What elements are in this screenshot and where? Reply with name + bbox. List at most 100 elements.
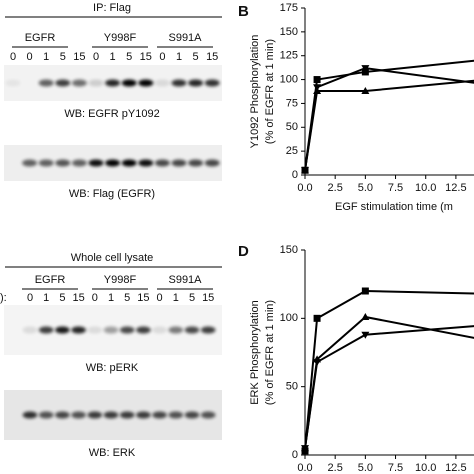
band <box>55 326 70 334</box>
time-label: 1 <box>176 51 182 63</box>
time-label: 1 <box>173 292 179 304</box>
band <box>136 411 151 419</box>
band <box>171 159 187 167</box>
time-label: 1 <box>43 292 49 304</box>
time-label: 5 <box>126 51 132 63</box>
group-label: EGFR <box>35 274 66 286</box>
band <box>200 326 216 334</box>
y-axis-label: (% of EGFR at 1 min) <box>264 300 276 405</box>
panel-label: D <box>238 243 249 260</box>
band <box>152 326 167 334</box>
ip-title: IP: Flag <box>93 2 131 14</box>
y-tick-label: 150 <box>280 26 298 38</box>
band <box>184 326 200 334</box>
y-tick-label: 0 <box>292 449 298 461</box>
group-label: S991A <box>168 32 202 44</box>
time-label: 15 <box>137 292 149 304</box>
y-axis-label: ERK Phosphorylation <box>249 300 261 405</box>
time-label: ): <box>0 292 7 304</box>
band <box>38 159 54 167</box>
x-tick-label: 7.5 <box>388 462 403 474</box>
band <box>154 159 170 167</box>
blot-label: WB: EGFR pY1092 <box>64 108 159 120</box>
time-label: 15 <box>202 292 214 304</box>
time-label: 0 <box>27 292 33 304</box>
marker <box>313 76 321 84</box>
marker <box>361 331 370 339</box>
marker <box>313 314 321 322</box>
band <box>87 411 103 419</box>
group-label: EGFR <box>25 32 56 44</box>
band <box>88 79 104 87</box>
y-tick-label: 175 <box>280 2 298 14</box>
group-label: S991A <box>168 274 202 286</box>
x-tick-label: 7.5 <box>388 182 403 194</box>
y-tick-label: 150 <box>280 244 298 256</box>
y-tick-label: 125 <box>280 50 298 62</box>
band <box>5 79 21 87</box>
band <box>71 411 86 419</box>
band <box>38 411 54 419</box>
series-line <box>304 315 474 449</box>
band <box>103 411 119 419</box>
time-label: 15 <box>73 51 85 63</box>
band <box>88 159 104 167</box>
x-tick-label: 0.0 <box>297 182 312 194</box>
plot <box>301 59 474 175</box>
band <box>38 79 54 87</box>
time-label: 0 <box>92 292 98 304</box>
time-label: 5 <box>193 51 199 63</box>
band <box>121 159 137 167</box>
band <box>138 79 154 87</box>
time-label: 5 <box>59 292 65 304</box>
band <box>22 159 38 167</box>
band <box>22 411 38 419</box>
x-axis-label: EGF stimulation time (m <box>335 201 453 213</box>
y-tick-label: 0 <box>292 169 298 181</box>
band <box>188 79 204 87</box>
blot-label: WB: Flag (EGFR) <box>69 188 155 200</box>
band <box>121 79 137 87</box>
band <box>38 326 54 334</box>
band <box>204 159 220 167</box>
y-tick-label: 25 <box>286 145 298 157</box>
band <box>87 326 103 334</box>
y-tick-label: 50 <box>286 381 298 393</box>
band <box>71 79 87 87</box>
x-tick-label: 10.0 <box>415 462 436 474</box>
blot-label: WB: ERK <box>89 447 136 459</box>
band <box>184 411 200 419</box>
group-label: Y998F <box>104 274 137 286</box>
band <box>55 79 71 87</box>
time-label: 0 <box>93 51 99 63</box>
time-label: 5 <box>60 51 66 63</box>
series-line <box>304 59 474 171</box>
band <box>171 79 187 87</box>
band <box>152 411 167 419</box>
marker <box>361 312 370 320</box>
marker <box>313 359 322 367</box>
time-label: 15 <box>206 51 218 63</box>
band <box>200 411 216 419</box>
x-tick-label: 12.5 <box>445 182 466 194</box>
time-label: 0 <box>159 51 165 63</box>
x-tick-label: 5.0 <box>358 182 373 194</box>
lysate-title: Whole cell lysate <box>71 252 154 264</box>
band <box>103 326 119 334</box>
series-line <box>304 289 474 451</box>
series-line <box>304 67 474 171</box>
y-axis-label: Y1092 Phosphorylation <box>249 35 261 149</box>
marker <box>361 65 370 73</box>
band <box>136 326 151 334</box>
time-label: 15 <box>72 292 84 304</box>
band <box>119 326 135 334</box>
time-label: 1 <box>108 292 114 304</box>
y-tick-label: 50 <box>286 121 298 133</box>
band <box>55 159 71 167</box>
band <box>119 411 135 419</box>
band <box>138 159 154 167</box>
x-tick-label: 12.5 <box>445 462 466 474</box>
marker <box>313 84 322 92</box>
